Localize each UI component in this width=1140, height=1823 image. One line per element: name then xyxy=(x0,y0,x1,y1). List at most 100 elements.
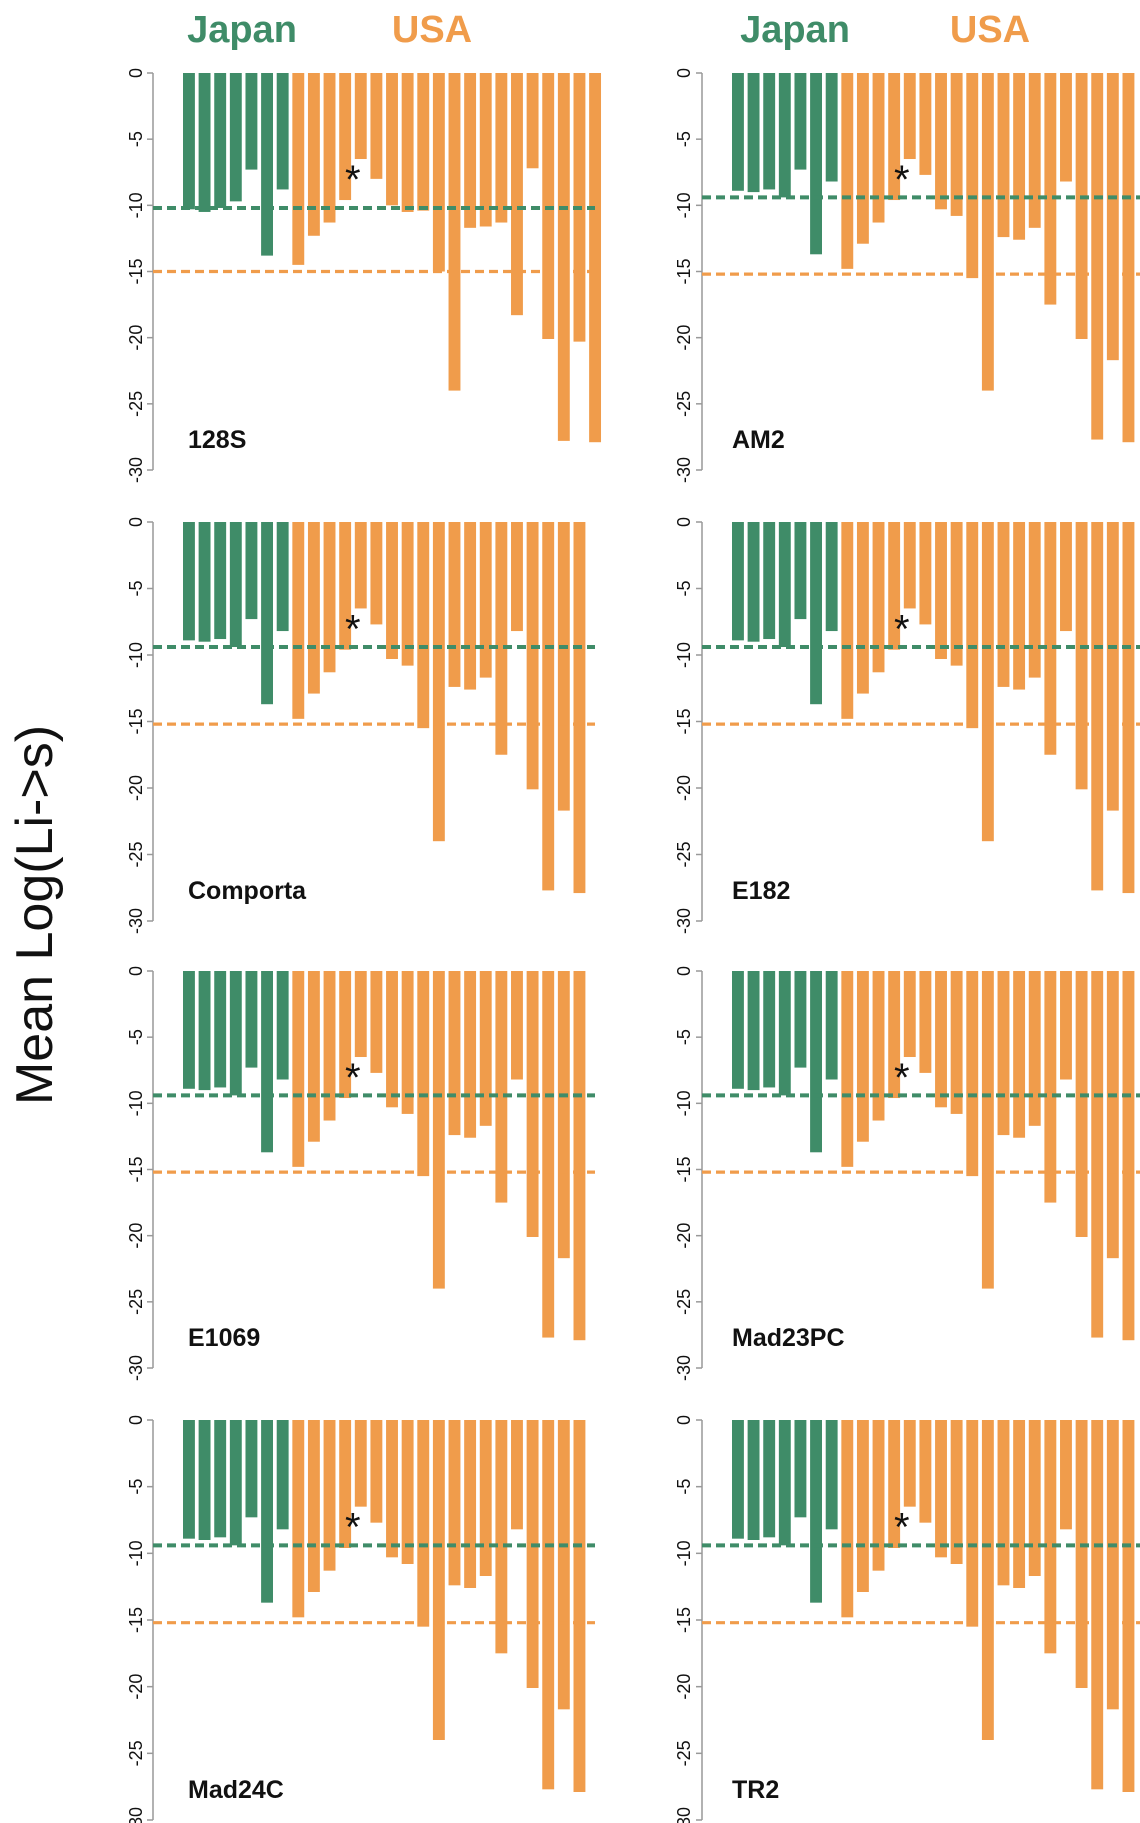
bar-usa xyxy=(464,971,477,1138)
bar-usa xyxy=(370,971,383,1073)
y-tick-label: -15 xyxy=(126,1607,146,1633)
bar-usa xyxy=(354,1420,367,1507)
bar-usa xyxy=(1028,1420,1041,1576)
bar-usa xyxy=(919,73,932,175)
bar-japan xyxy=(245,73,258,170)
bar-japan xyxy=(261,971,273,1153)
bar-japan xyxy=(810,73,822,255)
bar-japan xyxy=(214,971,227,1088)
bar-japan xyxy=(198,73,211,212)
bar-usa xyxy=(432,971,445,1289)
bar-japan xyxy=(229,73,242,202)
y-tick-label: -25 xyxy=(674,841,694,867)
y-tick-label: -20 xyxy=(126,775,146,801)
bar-usa xyxy=(966,971,979,1177)
bar-usa xyxy=(1044,1420,1057,1654)
bar-usa xyxy=(386,73,398,206)
bar-usa xyxy=(1091,971,1104,1338)
bar-usa xyxy=(432,1420,445,1740)
y-tick-label: -5 xyxy=(674,1029,694,1045)
bar-usa xyxy=(856,522,869,694)
bar-usa xyxy=(935,522,947,659)
bar-japan xyxy=(794,73,807,170)
significance-marker: * xyxy=(345,1506,361,1550)
bar-japan xyxy=(276,1420,289,1530)
bar-usa xyxy=(1091,73,1104,440)
y-tick-label: 0 xyxy=(126,1415,146,1425)
bar-usa xyxy=(386,522,398,659)
y-tick-label: -20 xyxy=(126,1223,146,1249)
bar-usa xyxy=(1075,522,1088,790)
bar-usa xyxy=(1028,971,1041,1126)
y-tick-label: -25 xyxy=(126,1740,146,1766)
y-tick-label: -20 xyxy=(674,1223,694,1249)
bar-usa xyxy=(339,1420,352,1548)
bar-usa xyxy=(573,971,586,1341)
y-axis-label: Mean Log(Li->s) xyxy=(6,725,64,1105)
bar-usa xyxy=(323,1420,336,1571)
y-tick-label: -10 xyxy=(126,1540,146,1566)
bar-usa xyxy=(479,522,492,678)
group-header-usa: USA xyxy=(950,9,1030,51)
bar-usa xyxy=(323,971,336,1121)
significance-marker: * xyxy=(345,607,361,651)
bar-usa xyxy=(981,1420,994,1740)
bar-usa xyxy=(432,73,445,272)
bar-usa xyxy=(981,522,994,842)
y-tick-label: -15 xyxy=(674,708,694,734)
y-tick-label: -30 xyxy=(674,457,694,483)
bar-usa xyxy=(464,522,477,690)
chart-panel: 0 -5 -10 -15 -20 -25 -30 * 128S xyxy=(126,68,602,483)
bar-usa xyxy=(1013,73,1026,240)
bar-usa xyxy=(1075,1420,1088,1688)
bar-japan xyxy=(810,1420,822,1603)
bar-japan xyxy=(214,73,227,208)
bar-usa xyxy=(1122,522,1135,894)
bar-usa xyxy=(417,522,430,729)
bar-japan xyxy=(763,522,776,640)
bar-usa xyxy=(479,1420,492,1576)
bar-usa xyxy=(511,522,523,632)
y-tick-label: -15 xyxy=(674,1156,694,1182)
bar-usa xyxy=(872,971,885,1121)
bar-japan xyxy=(214,522,227,640)
y-tick-label: -10 xyxy=(674,642,694,668)
bar-usa xyxy=(448,522,461,687)
bar-usa xyxy=(511,971,523,1080)
y-tick-label: -5 xyxy=(126,131,146,147)
bar-japan xyxy=(778,73,791,198)
y-tick-label: -5 xyxy=(674,580,694,596)
group-header-japan: Japan xyxy=(187,9,297,51)
chart-panel: 0 -5 -10 -15 -20 -25 -30 * Mad23PC xyxy=(674,966,1140,1381)
bar-usa xyxy=(432,522,445,842)
bar-japan xyxy=(825,971,838,1080)
bar-usa xyxy=(370,1420,383,1523)
bar-usa xyxy=(841,1420,854,1618)
y-tick-label: -20 xyxy=(674,1674,694,1700)
bar-japan xyxy=(245,1420,258,1518)
bar-usa xyxy=(919,522,932,625)
y-tick-label: -10 xyxy=(674,192,694,218)
y-tick-label: -5 xyxy=(126,580,146,596)
bar-usa xyxy=(448,971,461,1136)
y-tick-label: -20 xyxy=(674,775,694,801)
bar-usa xyxy=(417,73,430,211)
y-tick-label: -20 xyxy=(126,325,146,351)
bar-japan xyxy=(825,1420,838,1530)
y-tick-label: -25 xyxy=(674,1289,694,1315)
y-tick-label: 0 xyxy=(126,68,146,78)
bar-usa xyxy=(903,971,916,1058)
bar-usa xyxy=(1060,73,1072,182)
bar-usa xyxy=(448,1420,461,1586)
panel-title: 128S xyxy=(188,426,246,454)
bar-usa xyxy=(1013,971,1026,1138)
significance-marker: * xyxy=(345,158,361,202)
bar-japan xyxy=(183,971,195,1089)
bar-usa xyxy=(542,522,555,891)
bar-usa xyxy=(292,1420,305,1618)
bar-usa xyxy=(888,522,901,650)
bar-usa xyxy=(1044,971,1057,1203)
bar-usa xyxy=(856,971,869,1142)
y-tick-label: -25 xyxy=(674,1740,694,1766)
bar-japan xyxy=(747,971,760,1091)
